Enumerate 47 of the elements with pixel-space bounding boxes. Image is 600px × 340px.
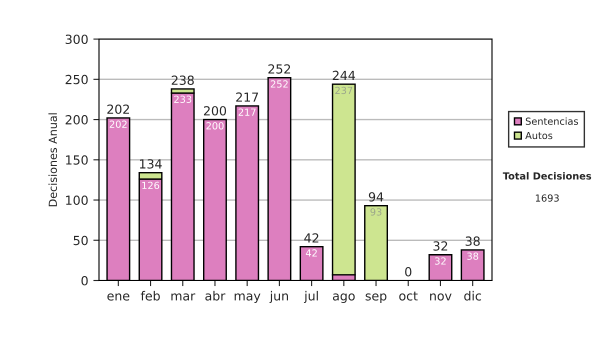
- total-label: 42: [304, 233, 318, 242]
- total-label: 217: [236, 92, 258, 102]
- data-label: 200: [206, 122, 224, 130]
- x-tick-label: sep: [366, 293, 386, 304]
- y-tick-label: 200: [66, 115, 88, 124]
- total-label: 38: [466, 236, 480, 246]
- data-label: 38: [467, 252, 478, 260]
- x-tick-label: dic: [464, 290, 482, 301]
- total-label: 0: [405, 267, 412, 276]
- total-label: 244: [332, 70, 356, 80]
- x-tick-label: nov: [430, 293, 452, 301]
- data-label: 202: [110, 120, 127, 128]
- y-tick-label: 50: [74, 236, 88, 246]
- total-label: 202: [107, 104, 130, 114]
- y-tick-label: 100: [66, 196, 88, 205]
- total-label: 200: [204, 106, 226, 116]
- total-label: 238: [172, 76, 194, 85]
- data-label: 233: [174, 96, 192, 103]
- x-tick-label: mar: [171, 293, 196, 301]
- data-label: 217: [238, 108, 256, 116]
- total-label: 32: [433, 241, 448, 251]
- y-tick-label: 150: [66, 155, 88, 165]
- y-axis-title: Decisiones Anual: [48, 113, 58, 206]
- data-label: 252: [270, 80, 288, 88]
- x-tick-label: jun: [270, 290, 288, 304]
- y-tick-label: 0: [81, 276, 88, 286]
- x-tick-label: ago: [332, 293, 355, 304]
- x-tick-label: jul: [304, 290, 318, 304]
- x-tick-label: abr: [205, 290, 226, 301]
- data-label: 32: [435, 257, 446, 265]
- data-label: 237: [335, 86, 352, 94]
- x-tick-label: may: [234, 293, 260, 304]
- x-tick-label: oct: [399, 292, 418, 301]
- data-label: 126: [142, 182, 160, 190]
- y-tick-label: 300: [66, 34, 88, 44]
- total-label: 252: [268, 64, 290, 74]
- x-tick-label: feb: [140, 290, 160, 301]
- text: Total Decisiones: [502, 172, 592, 180]
- data-label: 93: [370, 208, 382, 216]
- text: 1693: [536, 194, 559, 202]
- total-label: 94: [368, 192, 384, 202]
- total-label: 134: [140, 159, 162, 169]
- legend-label: Autos: [525, 132, 552, 140]
- x-tick-label: ene: [107, 293, 130, 301]
- y-tick-label: 250: [66, 74, 88, 84]
- legend-label: Sentencias: [526, 117, 578, 125]
- data-label: 42: [306, 249, 317, 257]
